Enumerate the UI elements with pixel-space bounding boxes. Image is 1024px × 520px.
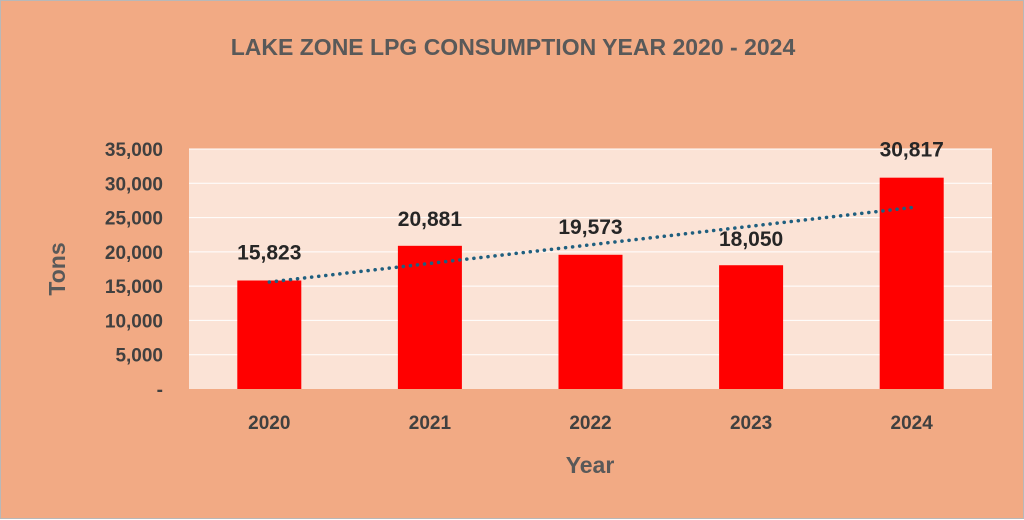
bars [237,177,944,389]
x-tick-label: 2023 [730,413,772,434]
data-label-2023: 18,050 [719,228,783,251]
x-tick-label: 2021 [409,413,452,434]
bar-2024 [879,177,944,389]
y-axis-ticks: - 5,000 10,000 15,000 20,000 25,000 30,000 35,0… [105,140,163,401]
x-tick-label: 2022 [569,413,611,434]
data-label-2024: 30,817 [880,139,944,162]
bar-2023 [719,265,784,389]
x-tick-label: 2020 [248,413,290,434]
data-label-2020: 15,823 [237,241,301,264]
x-axis-ticks: 2020 2021 2022 2023 2024 [248,413,933,434]
bar-2022 [558,254,623,389]
data-labels: 15,823 20,881 19,573 18,050 30,817 [237,139,944,265]
x-axis-title: Year [566,452,615,478]
y-tick-label: 10,000 [105,311,163,332]
x-tick-label: 2024 [891,413,934,434]
y-tick-label: 25,000 [105,209,163,230]
y-axis-title: Tons [44,242,70,295]
y-tick-label: 35,000 [105,140,163,161]
chart-title: LAKE ZONE LPG CONSUMPTION YEAR 2020 - 20… [231,34,796,60]
y-tick-label: 30,000 [105,174,163,195]
data-label-2021: 20,881 [398,208,463,231]
y-tick-label: - [157,380,163,401]
bar-2021 [397,245,462,389]
y-tick-label: 20,000 [105,243,163,264]
data-label-2022: 19,573 [558,216,622,239]
y-tick-label: 5,000 [115,346,163,367]
y-tick-label: 15,000 [105,277,163,298]
trendline-group [267,205,914,284]
bar-2020 [237,280,302,389]
trendline [267,205,914,284]
